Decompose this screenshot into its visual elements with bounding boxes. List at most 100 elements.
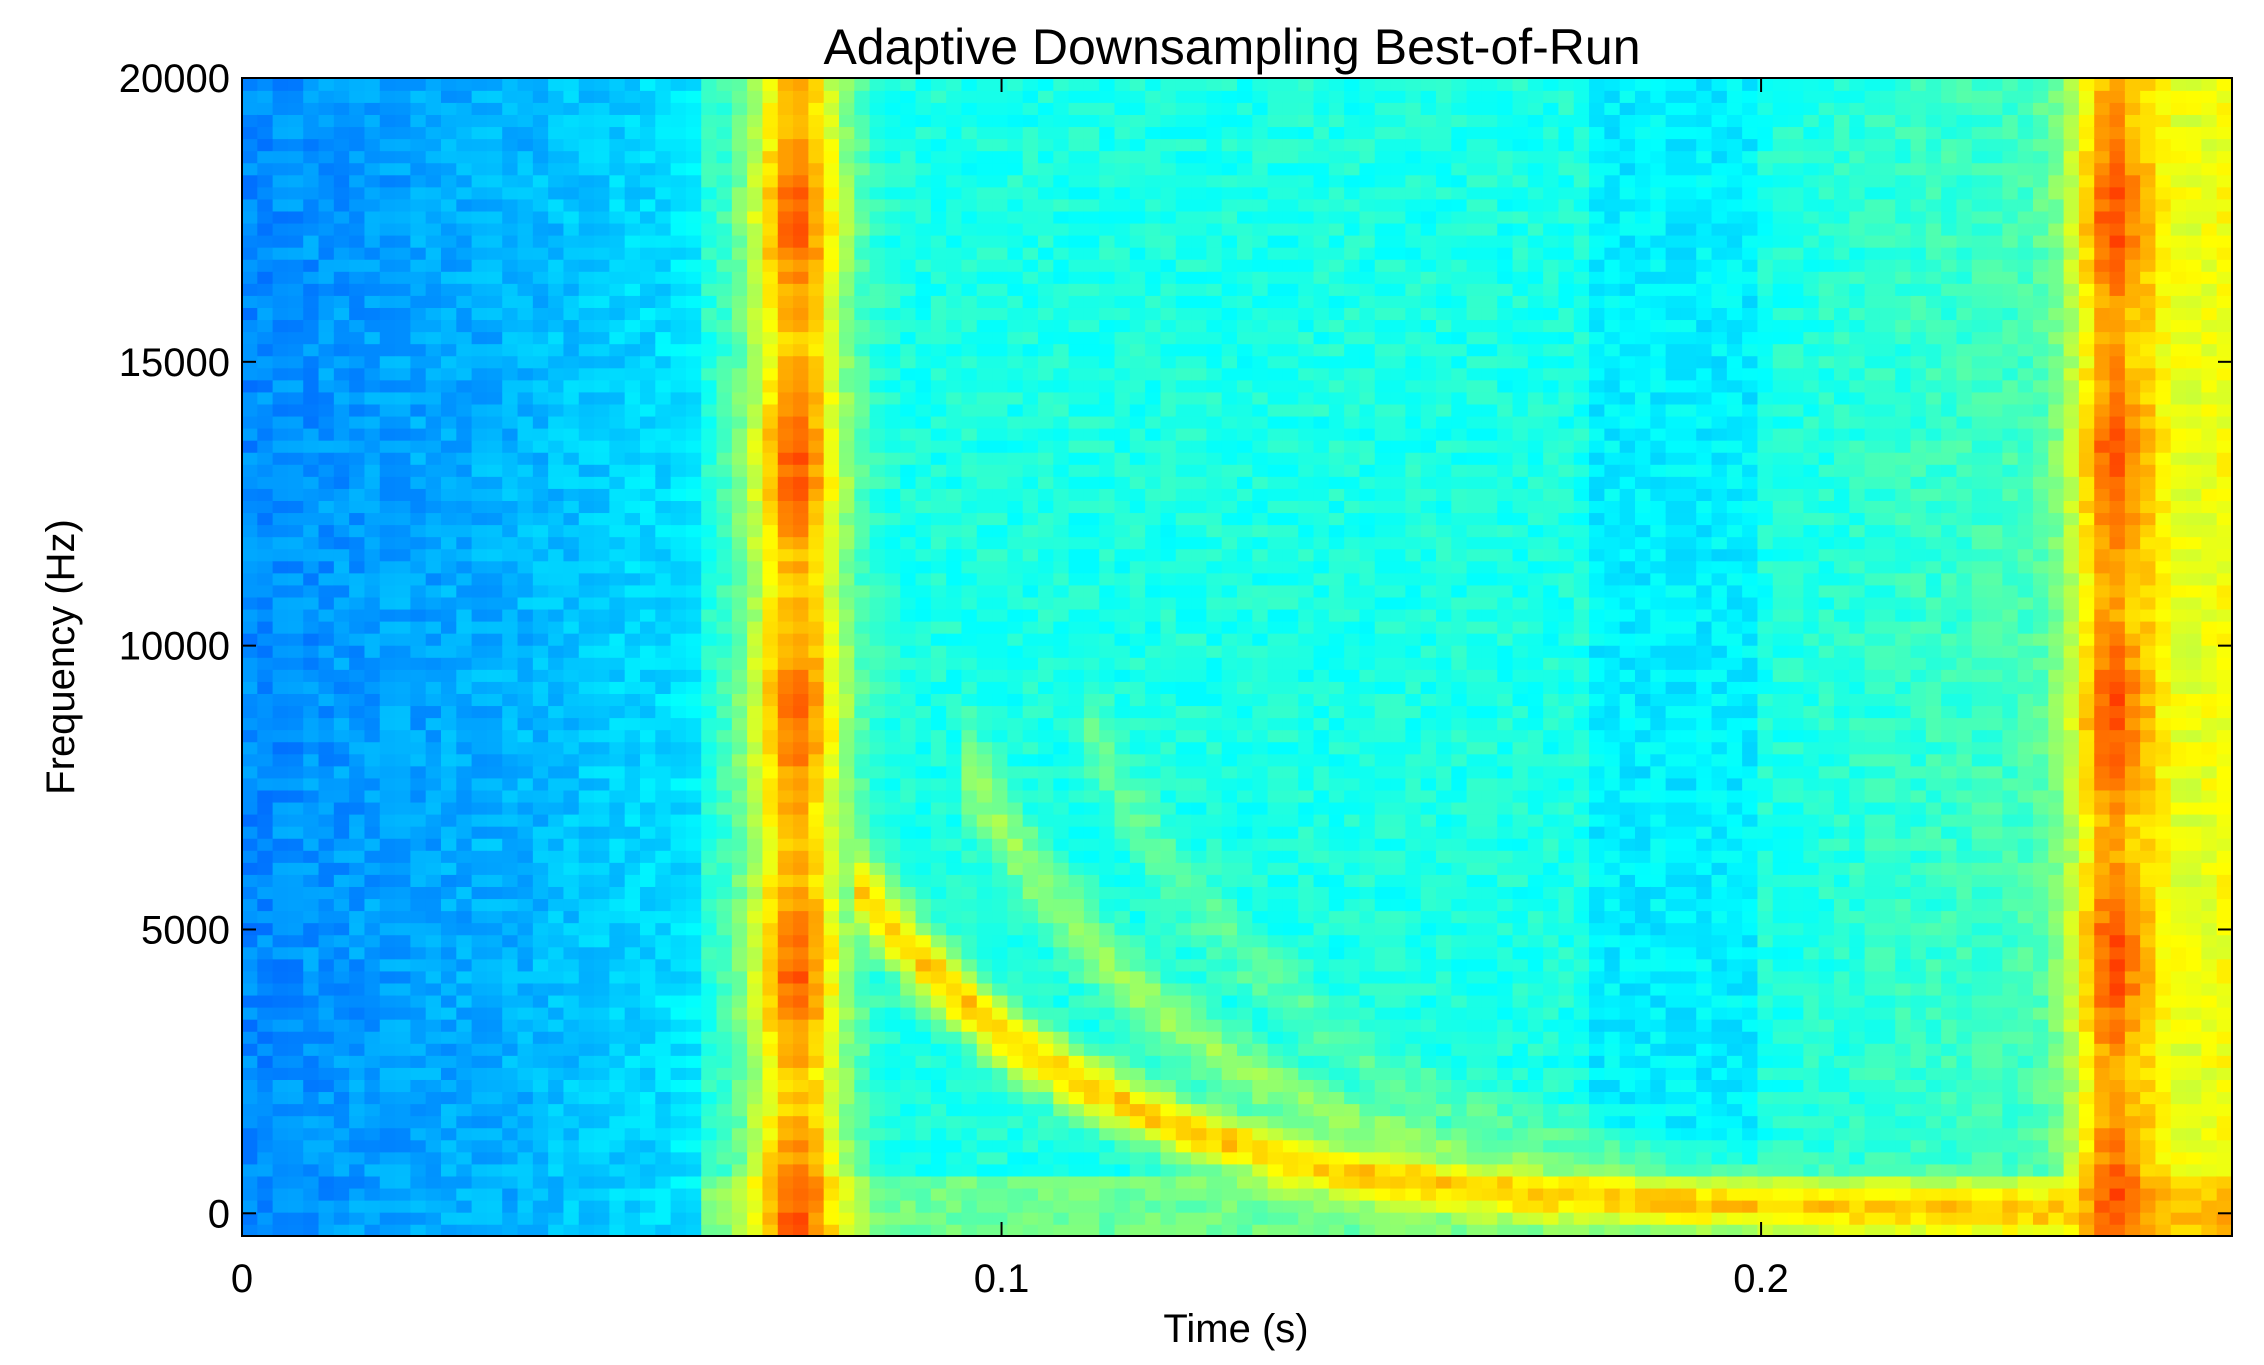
heatmap-cell bbox=[854, 850, 871, 863]
heatmap-cell bbox=[915, 536, 932, 550]
heatmap-cell bbox=[272, 114, 289, 128]
heatmap-cell bbox=[486, 548, 504, 562]
heatmap-cell bbox=[670, 283, 687, 296]
heatmap-cell bbox=[685, 608, 703, 622]
heatmap-cell bbox=[318, 729, 335, 743]
heatmap-cell bbox=[548, 1199, 565, 1213]
heatmap-cell bbox=[257, 162, 274, 176]
heatmap-cell bbox=[1007, 982, 1024, 996]
heatmap-cell bbox=[915, 427, 932, 441]
heatmap-cell bbox=[670, 572, 687, 586]
heatmap-cell bbox=[701, 644, 718, 658]
heatmap-cell bbox=[777, 886, 794, 900]
heatmap-cell bbox=[441, 403, 458, 417]
heatmap-cell bbox=[640, 138, 657, 152]
heatmap-cell bbox=[486, 813, 504, 827]
heatmap-cell bbox=[609, 741, 626, 755]
heatmap-cell bbox=[318, 488, 335, 501]
heatmap-cell bbox=[869, 1187, 886, 1201]
heatmap-cell bbox=[1022, 488, 1039, 501]
heatmap-cell bbox=[441, 295, 458, 308]
heatmap-cell bbox=[946, 1091, 963, 1105]
heatmap-cell bbox=[624, 1006, 641, 1020]
heatmap-cell bbox=[731, 234, 748, 248]
heatmap-cell bbox=[578, 114, 595, 128]
heatmap-cell bbox=[594, 1103, 611, 1117]
heatmap-cell bbox=[854, 825, 871, 839]
heatmap-cell bbox=[839, 572, 856, 586]
heatmap-cell bbox=[532, 355, 549, 369]
heatmap-cell bbox=[333, 1175, 350, 1189]
heatmap-cell bbox=[655, 78, 672, 91]
heatmap-cell bbox=[655, 934, 672, 948]
heatmap-cell bbox=[532, 500, 549, 514]
heatmap-cell bbox=[716, 886, 733, 900]
heatmap-cell bbox=[808, 934, 825, 948]
heatmap-cell bbox=[609, 994, 626, 1008]
heatmap-cell bbox=[854, 644, 871, 658]
heatmap-cell bbox=[594, 1018, 611, 1032]
heatmap-cell bbox=[287, 1127, 305, 1141]
heatmap-cell bbox=[670, 403, 687, 417]
heatmap-cell bbox=[992, 258, 1009, 272]
heatmap-cell bbox=[762, 1079, 779, 1093]
heatmap-cell bbox=[257, 1079, 274, 1093]
heatmap-cell bbox=[379, 837, 396, 851]
heatmap-cell bbox=[333, 970, 350, 984]
heatmap-cell bbox=[961, 946, 978, 960]
heatmap-cell bbox=[915, 934, 932, 948]
heatmap-cell bbox=[318, 234, 335, 248]
heatmap-cell bbox=[930, 476, 947, 489]
heatmap-cell bbox=[410, 596, 427, 610]
heatmap-cell bbox=[946, 198, 963, 212]
heatmap-cell bbox=[441, 898, 458, 912]
heatmap-cell bbox=[486, 946, 504, 960]
heatmap-cell bbox=[685, 548, 703, 562]
heatmap-cell bbox=[670, 1055, 687, 1068]
heatmap-cell bbox=[425, 126, 442, 140]
heatmap-cell bbox=[839, 729, 856, 743]
heatmap-cell bbox=[670, 705, 687, 719]
heatmap-cell bbox=[670, 90, 687, 103]
heatmap-cell bbox=[976, 1223, 993, 1237]
heatmap-cell bbox=[333, 1030, 350, 1044]
heatmap-cell bbox=[609, 862, 626, 875]
heatmap-cell bbox=[272, 548, 289, 562]
heatmap-cell bbox=[578, 90, 595, 103]
heatmap-cell bbox=[1038, 1211, 1055, 1225]
heatmap-cell bbox=[548, 753, 565, 767]
heatmap-cell bbox=[930, 560, 947, 574]
heatmap-cell bbox=[747, 1067, 764, 1080]
heatmap-cell bbox=[930, 789, 947, 803]
heatmap-cell bbox=[395, 801, 412, 815]
heatmap-cell bbox=[257, 789, 274, 803]
heatmap-cell bbox=[1007, 500, 1024, 514]
heatmap-cell bbox=[517, 970, 534, 984]
heatmap-cell bbox=[379, 427, 396, 441]
heatmap-cell bbox=[624, 1043, 641, 1056]
heatmap-cell bbox=[517, 1211, 534, 1225]
heatmap-cell bbox=[930, 307, 947, 321]
heatmap-cell bbox=[594, 102, 611, 115]
heatmap-cell bbox=[287, 850, 305, 863]
heatmap-cell bbox=[578, 1079, 595, 1093]
heatmap-cell bbox=[486, 1163, 504, 1177]
heatmap-cell bbox=[563, 681, 580, 694]
heatmap-cell bbox=[272, 596, 289, 610]
heatmap-cell bbox=[976, 500, 993, 514]
heatmap-cell bbox=[594, 355, 611, 369]
heatmap-cell bbox=[777, 584, 794, 598]
heatmap-cell bbox=[747, 825, 764, 839]
heatmap-cell bbox=[869, 512, 886, 526]
heatmap-cell bbox=[777, 958, 794, 972]
heatmap-cell bbox=[517, 488, 534, 501]
heatmap-cell bbox=[915, 379, 932, 393]
heatmap-cell bbox=[517, 705, 534, 719]
heatmap-cell bbox=[716, 439, 733, 453]
heatmap-cell bbox=[333, 934, 350, 948]
heatmap-cell bbox=[640, 1030, 657, 1044]
heatmap-cell bbox=[640, 198, 657, 212]
heatmap-cell bbox=[946, 78, 963, 91]
heatmap-cell bbox=[242, 1103, 259, 1117]
heatmap-cell bbox=[257, 186, 274, 200]
